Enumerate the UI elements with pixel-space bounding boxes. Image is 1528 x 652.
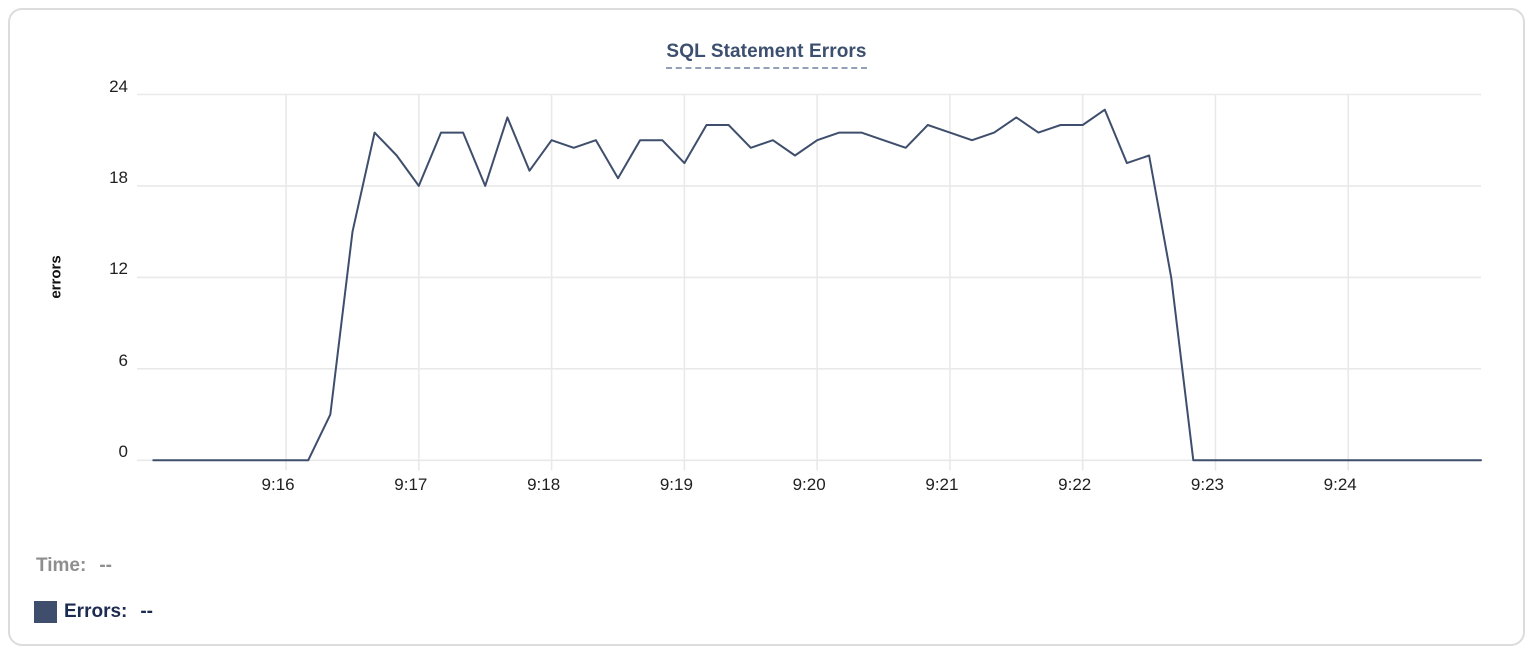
y-tick-label: 12 <box>109 259 128 279</box>
chart-title[interactable]: SQL Statement Errors <box>666 41 867 69</box>
y-tick-label: 18 <box>109 167 128 187</box>
tooltip-errors-row: Errors: -- <box>34 601 153 623</box>
x-tick-label: 9:22 <box>1058 475 1092 494</box>
grid-lines <box>137 93 1481 471</box>
x-tick-label: 9:18 <box>527 475 561 494</box>
errors-series-swatch-icon <box>34 601 57 623</box>
tooltip-time-label: Time: <box>36 555 87 576</box>
x-tick-label: 9:24 <box>1323 475 1357 494</box>
x-tick-label: 9:23 <box>1190 475 1224 494</box>
x-tick-label: 9:21 <box>925 475 959 494</box>
tooltip-time-row: Time: -- <box>36 555 112 577</box>
y-tick-label: 0 <box>118 442 128 462</box>
x-tick-label: 9:20 <box>792 475 826 494</box>
x-tick-label: 9:19 <box>659 475 693 494</box>
errors-series-line <box>152 108 1482 462</box>
y-tick-label: 24 <box>109 76 128 96</box>
chart-card: SQL Statement Errors errors 0 6 12 18 24 9:1… <box>8 8 1525 646</box>
tooltip-time-value: -- <box>99 555 112 576</box>
y-tick-label: 6 <box>118 350 128 370</box>
tooltip-errors-label: Errors: <box>64 601 128 622</box>
line-chart-svg <box>137 93 1482 471</box>
tooltip-errors-value: -- <box>140 601 154 622</box>
plot-area[interactable] <box>153 94 1481 461</box>
chart-header: SQL Statement Errors <box>10 41 1523 69</box>
x-tick-label: 9:16 <box>261 475 295 494</box>
x-tick-label: 9:17 <box>394 475 428 494</box>
